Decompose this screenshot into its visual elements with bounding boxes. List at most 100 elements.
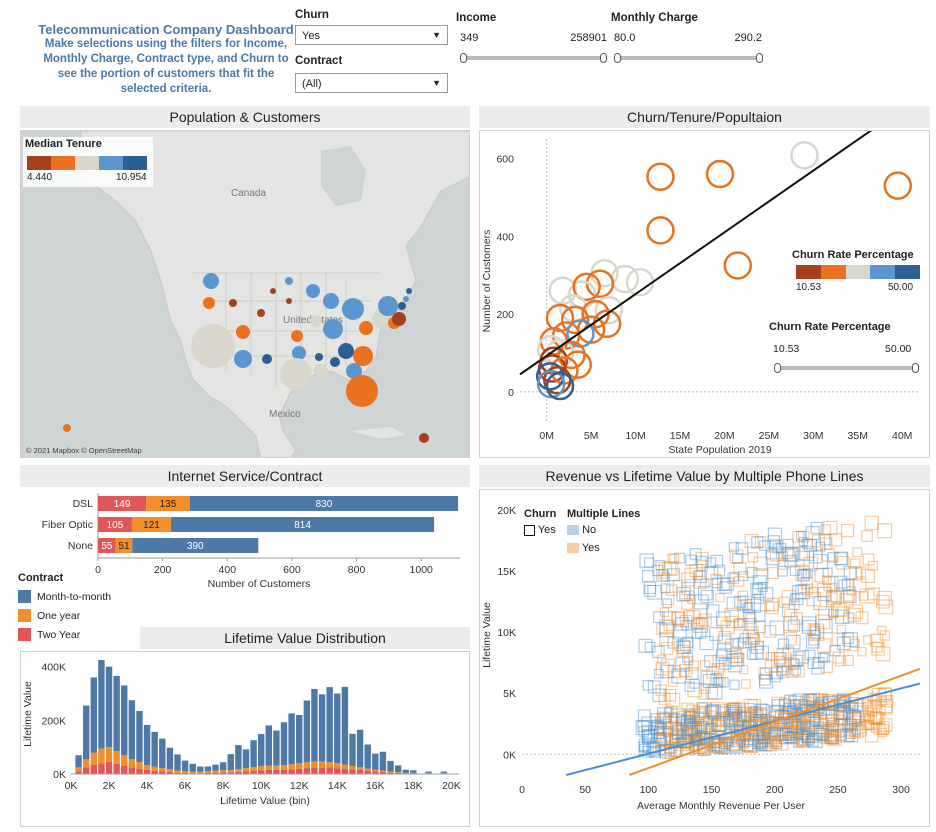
- map-bubble[interactable]: [338, 343, 354, 359]
- monthly-charge-slider-min-handle[interactable]: [614, 53, 621, 63]
- map-bubble[interactable]: [306, 284, 320, 298]
- bar-value-label: 121: [143, 520, 160, 531]
- scatter-square: [726, 704, 740, 718]
- map-bubble[interactable]: [262, 354, 272, 364]
- scatter-square: [747, 552, 759, 563]
- map-bubble[interactable]: [291, 330, 303, 342]
- caribbean-land: [351, 427, 406, 439]
- map-bubble[interactable]: [342, 298, 364, 320]
- map-canvas[interactable]: Canada United States Mexico: [21, 131, 470, 458]
- map-bubble[interactable]: [285, 277, 293, 285]
- map-bubble[interactable]: [203, 297, 215, 309]
- revenue-lifetime-scatter[interactable]: 0K 5K 10K 15K 20K 0 50 100 150 200 250 300 Average M…: [480, 490, 929, 826]
- scatter-square: [665, 705, 678, 718]
- map-bubble[interactable]: [292, 346, 306, 360]
- churn-rate-slider-min-handle[interactable]: [774, 363, 781, 373]
- scatter-square: [809, 732, 820, 743]
- map-bubble[interactable]: [229, 299, 237, 307]
- chevron-down-icon: ▼: [432, 30, 441, 40]
- map-bubble[interactable]: [398, 302, 406, 310]
- monthly-charge-slider-max-handle[interactable]: [756, 53, 763, 63]
- label-mexico: Mexico: [269, 409, 301, 420]
- map-bubble[interactable]: [359, 321, 373, 335]
- contract-legend-item[interactable]: Month-to-month: [18, 590, 138, 603]
- contract-legend-item[interactable]: Two Year: [18, 628, 138, 641]
- monthly-charge-slider-track[interactable]: [617, 56, 761, 60]
- scatter-square: [739, 632, 750, 643]
- scatter-point: [646, 162, 675, 191]
- internet-contract-bar-chart[interactable]: DSL 149 135 830 Fiber Optic 105 121 814 None 55 51…: [20, 489, 470, 590]
- scatter-square: [687, 718, 698, 729]
- churn-rate-slider-track[interactable]: [777, 366, 917, 370]
- scatter-square: [653, 611, 665, 623]
- scatter-square: [802, 693, 815, 706]
- histogram-bar: [356, 767, 364, 770]
- population-map[interactable]: Canada United States Mexico: [20, 130, 470, 458]
- churn-rate-slider-max-handle[interactable]: [912, 363, 919, 373]
- map-bubble[interactable]: [191, 324, 235, 368]
- map-bubble[interactable]: [203, 273, 219, 289]
- scatter-square: [707, 738, 720, 752]
- contract-legend-swatch: [18, 590, 31, 603]
- income-slider-track[interactable]: [463, 56, 605, 60]
- map-bubble[interactable]: [236, 325, 250, 339]
- scatter-square: [826, 709, 840, 723]
- churn-scatter-panel[interactable]: 0 200 400 600 0M 5M 10M 15M 20M 25M 30M 35M 40M State…: [479, 126, 930, 458]
- revenue-lifetime-panel[interactable]: 0K 5K 10K 15K 20K 0 50 100 150 200 250 300 Average M…: [479, 489, 930, 827]
- scatter-square: [758, 732, 771, 745]
- map-bubble-alaska-hawaii[interactable]: [63, 424, 71, 432]
- income-max: 258901: [570, 32, 607, 44]
- scatter-square: [689, 731, 703, 745]
- scatter-square: [712, 739, 727, 754]
- histogram-bar: [219, 762, 227, 771]
- map-bubble[interactable]: [346, 375, 378, 407]
- scatter-square: [696, 702, 709, 714]
- x-tick-label: 10M: [625, 430, 645, 442]
- scatter-square: [699, 682, 711, 694]
- churn-rate-filter[interactable]: Churn Rate Percentage 10.53 50.00: [769, 321, 919, 373]
- contract-select[interactable]: (All) ▼: [295, 73, 448, 93]
- scatter-square: [665, 584, 678, 597]
- map-bubble-puerto-rico[interactable]: [419, 433, 429, 443]
- lifetime-value-histogram[interactable]: 0K 200K 400K 0K 2K 4K 6K 8K 10K 12K 14K 16K 18K 20K Li…: [21, 652, 469, 826]
- income-slider-max-handle[interactable]: [600, 53, 607, 63]
- map-bubble[interactable]: [330, 357, 340, 367]
- map-bubble[interactable]: [392, 312, 406, 326]
- churn-scatter-chart[interactable]: 0 200 400 600 0M 5M 10M 15M 20M 25M 30M 35M 40M State…: [480, 126, 929, 457]
- histogram-bar: [394, 772, 402, 773]
- internet-contract-panel[interactable]: DSL 149 135 830 Fiber Optic 105 121 814 None 55 51…: [20, 489, 470, 590]
- map-bubble[interactable]: [234, 350, 252, 368]
- scatter-square: [742, 734, 754, 746]
- lifetime-value-panel[interactable]: 0K 200K 400K 0K 2K 4K 6K 8K 10K 12K 14K 16K 18K 20K Li…: [20, 651, 470, 827]
- scatter-square: [842, 723, 856, 737]
- map-bubble[interactable]: [403, 296, 409, 302]
- churn-select[interactable]: Yes ▼: [295, 25, 448, 45]
- contract-legend-item[interactable]: One year: [18, 609, 138, 622]
- scatter-square: [879, 718, 893, 732]
- map-bubble[interactable]: [353, 346, 373, 366]
- scatter-square: [680, 714, 694, 728]
- map-bubble[interactable]: [286, 298, 292, 304]
- scatter-square: [867, 699, 877, 709]
- map-bubble[interactable]: [257, 309, 265, 317]
- map-bubble[interactable]: [378, 296, 398, 316]
- map-bubble[interactable]: [323, 319, 343, 339]
- churn-rate-filter-min: 10.53: [773, 343, 800, 355]
- scatter-square: [674, 640, 685, 652]
- scatter-square: [659, 622, 675, 638]
- scatter-square: [811, 629, 821, 640]
- map-bubble[interactable]: [280, 358, 312, 390]
- map-bubble[interactable]: [323, 293, 339, 309]
- map-bubble[interactable]: [310, 315, 322, 327]
- histogram-bar: [90, 677, 98, 753]
- map-bubble[interactable]: [406, 288, 412, 294]
- map-bubble[interactable]: [315, 353, 323, 361]
- map-bubble[interactable]: [270, 288, 276, 294]
- map-bubble[interactable]: [314, 364, 328, 378]
- scatter-square: [685, 710, 697, 722]
- map-bubble[interactable]: [346, 363, 362, 379]
- scatter-square: [729, 571, 739, 582]
- map-bubbles[interactable]: [63, 273, 429, 443]
- scatter-square: [832, 602, 848, 617]
- income-slider-min-handle[interactable]: [460, 53, 467, 63]
